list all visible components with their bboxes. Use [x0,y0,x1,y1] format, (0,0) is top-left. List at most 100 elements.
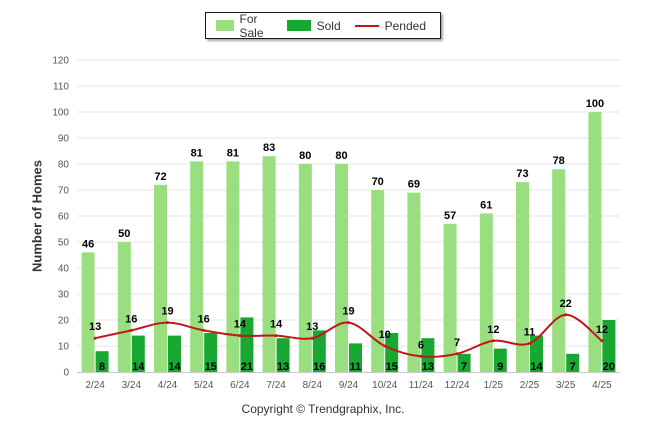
bar-for-sale [479,213,493,372]
point-pended [93,336,97,340]
y-tick-label: 70 [58,186,70,197]
data-label-for-sale: 61 [480,199,492,211]
bar-for-sale [407,192,421,372]
y-tick-label: 80 [58,160,70,171]
data-label-pended: 10 [379,329,391,341]
legend-label-sold: Sold [316,18,341,33]
data-label-sold: 13 [277,361,289,373]
bar-for-sale [371,190,385,372]
legend-swatch-for-sale [216,20,234,31]
point-pended [528,341,531,345]
data-label-pended: 12 [596,324,608,336]
data-label-sold: 16 [313,361,325,373]
point-pended [419,354,423,358]
y-tick-label: 120 [52,56,69,67]
bar-for-sale [262,156,276,372]
bar-for-sale [154,184,167,372]
data-label-pended: 22 [560,298,572,310]
x-tick-label: 5/24 [194,380,214,391]
point-pended [310,336,314,340]
data-label-sold: 11 [350,361,362,373]
bar-for-sale [588,112,602,372]
legend-item-pended[interactable]: Pended [354,19,426,33]
data-label-pended: 6 [418,339,424,351]
data-label-for-sale: 72 [154,171,166,183]
data-label-sold: 14 [530,361,543,373]
x-tick-label: 4/24 [158,380,178,391]
legend-item-sold[interactable]: Sold [286,18,341,33]
point-pended [129,328,133,332]
data-label-sold: 15 [386,361,398,373]
data-label-for-sale: 73 [516,168,528,180]
bar-for-sale [117,242,131,372]
bar-sold [385,333,399,372]
legend-label-for-sale: For Sale [239,11,264,40]
legend-item-for-sale[interactable]: For Sale [216,12,273,40]
x-tick-label: 3/24 [122,380,142,391]
bar-for-sale [226,161,240,372]
y-tick-label: 60 [58,212,70,223]
data-label-pended: 14 [234,319,247,331]
point-pended [274,334,278,338]
x-tick-label: 1/25 [484,380,504,391]
data-label-for-sale: 83 [263,142,275,154]
data-label-for-sale: 80 [335,150,347,162]
data-label-for-sale: 57 [444,210,456,222]
bar-sold [204,333,218,372]
bar-sold [602,320,616,372]
x-tick-label: 6/24 [230,380,250,391]
y-tick-label: 40 [58,264,70,275]
data-label-sold: 20 [603,361,615,373]
bar-for-sale [81,252,95,372]
data-label-sold: 8 [99,361,105,373]
bar-sold [421,338,435,372]
x-tick-label: 12/24 [445,380,470,391]
data-label-for-sale: 100 [586,98,604,110]
y-tick-label: 50 [58,238,70,249]
legend: For Sale Sold Pended [205,12,441,40]
bar-for-sale [335,164,348,372]
data-label-pended: 16 [198,313,210,325]
x-tick-label: 10/24 [372,380,397,391]
x-tick-label: 2/25 [520,380,540,391]
data-label-pended: 19 [342,306,354,318]
x-tick-label: 7/24 [266,380,286,391]
data-label-for-sale: 81 [227,147,239,159]
bar-sold [168,335,181,372]
bar-for-sale [552,169,566,372]
bar-for-sale [443,223,457,372]
x-tick-label: 2/24 [85,380,105,391]
data-label-pended: 16 [125,313,137,325]
data-label-for-sale: 69 [408,179,420,191]
bar-for-sale [516,182,529,372]
x-tick-label: 8/24 [303,380,323,391]
data-label-pended: 19 [161,306,173,318]
data-label-pended: 12 [487,324,499,336]
copyright-text: Copyright © Trendgraphix, Inc. [241,402,405,416]
data-label-for-sale: 50 [118,228,130,240]
point-pended [238,334,242,338]
data-label-sold: 7 [570,361,576,373]
data-label-for-sale: 80 [299,150,311,162]
point-pended [455,352,459,356]
data-label-sold: 9 [497,361,503,373]
data-label-for-sale: 78 [553,155,565,167]
bar-sold [493,348,507,372]
bar-sold [349,343,362,372]
point-pended [600,339,604,343]
data-label-for-sale: 46 [82,238,94,250]
bar-sold [95,351,109,372]
x-tick-label: 4/25 [592,380,612,391]
data-label-sold: 21 [241,361,253,373]
data-label-for-sale: 81 [191,147,203,159]
data-label-sold: 15 [205,361,217,373]
data-label-pended: 14 [270,319,283,331]
bar-sold [131,335,145,372]
point-pended [383,344,387,348]
data-label-pended: 13 [306,321,318,333]
data-label-pended: 13 [89,321,101,333]
legend-swatch-sold [286,20,311,31]
x-tick-label: 3/25 [556,380,576,391]
